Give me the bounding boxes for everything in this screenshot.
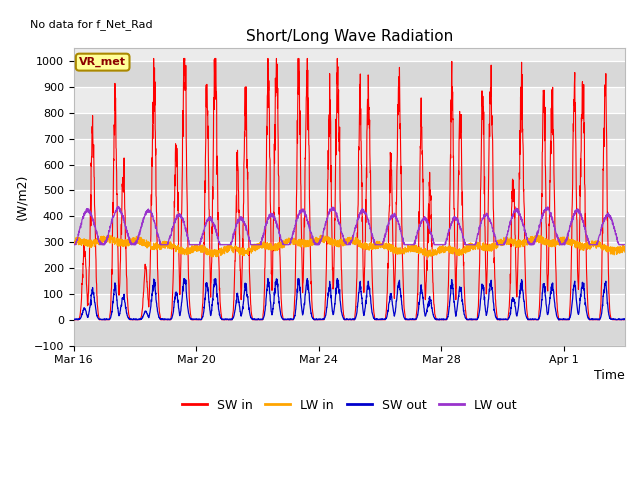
LW in [270, 244, 278, 250]
SW out [264, 276, 272, 281]
Line: SW out: SW out [74, 278, 625, 320]
SW in [621, 317, 629, 323]
SW in [157, 317, 164, 323]
SW in [270, 213, 278, 218]
Line: LW in: LW in [74, 235, 625, 257]
LW out [367, 228, 375, 233]
SW out [124, 312, 131, 318]
LW out [270, 214, 278, 220]
Line: LW out: LW out [74, 206, 625, 245]
SW out [280, 317, 288, 323]
SW in [124, 291, 131, 297]
Bar [74, 320, 625, 346]
Text: No data for f_Net_Rad: No data for f_Net_Rad [29, 19, 152, 30]
SW in [150, 56, 157, 61]
Title: Short/Long Wave Radiation: Short/Long Wave Radiation [246, 29, 453, 44]
LW out [621, 242, 629, 248]
SW out [70, 317, 77, 323]
Bar [74, 87, 625, 113]
Legend: SW in, LW in, SW out, LW out: SW in, LW in, SW out, LW out [177, 394, 522, 417]
LW in [424, 254, 432, 260]
SW out [367, 301, 375, 307]
Bar [74, 191, 625, 216]
Bar [74, 165, 625, 191]
Text: VR_met: VR_met [79, 57, 126, 67]
LW in [156, 242, 164, 248]
LW out [192, 242, 200, 248]
Bar [74, 216, 625, 242]
Y-axis label: (W/m2): (W/m2) [15, 174, 28, 220]
Bar [74, 61, 625, 87]
SW out [621, 316, 629, 322]
SW in [192, 317, 200, 323]
Text: Time: Time [595, 370, 625, 383]
LW in [124, 241, 131, 247]
SW in [367, 217, 375, 223]
LW in [621, 249, 629, 255]
LW out [157, 242, 164, 248]
SW out [270, 300, 278, 306]
LW in [70, 241, 77, 247]
Line: SW in: SW in [74, 59, 625, 320]
Bar [74, 113, 625, 139]
SW out [550, 295, 558, 301]
LW in [317, 232, 324, 238]
SW in [70, 317, 77, 323]
Bar [74, 139, 625, 165]
Bar [74, 294, 625, 320]
LW out [70, 242, 77, 248]
SW out [192, 316, 200, 322]
Bar [74, 268, 625, 294]
LW out [124, 228, 131, 234]
LW in [192, 245, 200, 251]
LW out [115, 204, 122, 209]
Bar [74, 242, 625, 268]
SW in [550, 169, 558, 175]
SW out [156, 316, 164, 322]
LW in [550, 244, 558, 250]
LW in [367, 240, 375, 245]
LW out [550, 223, 558, 229]
